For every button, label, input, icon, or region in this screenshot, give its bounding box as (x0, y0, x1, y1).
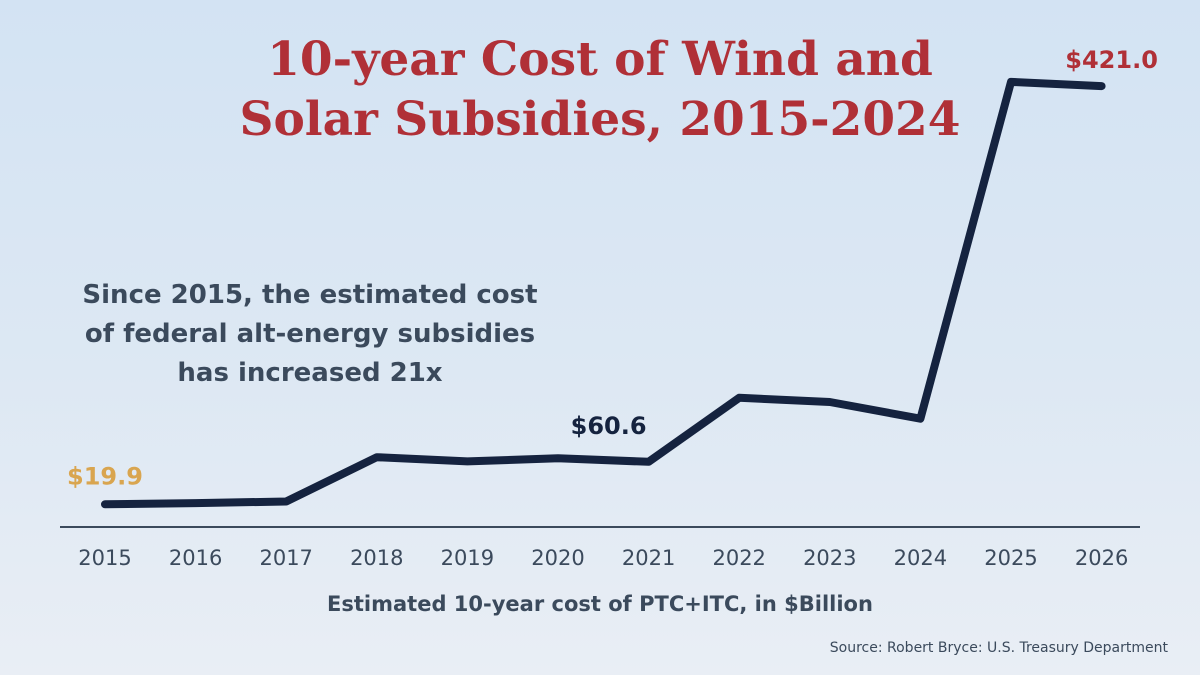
x-tick-label-2025: 2025 (984, 546, 1037, 570)
series-line (101, 77, 1106, 509)
x-tick-label-2019: 2019 (441, 546, 494, 570)
annotation-line-1: Since 2015, the estimated cost (82, 280, 538, 310)
x-tick-label-2023: 2023 (803, 546, 856, 570)
annotation-line-2: of federal alt-energy subsidies (84, 319, 536, 349)
x-tick-label-2022: 2022 (712, 546, 765, 570)
x-tick-label-2026: 2026 (1075, 546, 1128, 570)
chart-annotation: Since 2015, the estimated cost of federa… (60, 276, 560, 393)
chart-title-line-1: 10-year Cost of Wind and (267, 32, 933, 87)
series-layer (101, 77, 1106, 509)
x-tick-label-2018: 2018 (350, 546, 403, 570)
x-tick-label-2015: 2015 (78, 546, 131, 570)
x-tick-label-2017: 2017 (259, 546, 312, 570)
source-note: Source: Robert Bryce: U.S. Treasury Depa… (829, 640, 1168, 656)
x-tick-label-2021: 2021 (622, 546, 675, 570)
data-labels: $19.9 $60.6 $421.0 (67, 46, 1158, 490)
x-tick-label-2020: 2020 (531, 546, 584, 570)
x-axis-label: Estimated 10-year cost of PTC+ITC, in $B… (327, 592, 873, 616)
annotation-line-3: has increased 21x (177, 358, 443, 388)
data-label-2015: $19.9 (67, 462, 143, 490)
data-label-2021: $60.6 (571, 412, 647, 440)
chart-title-line-2: Solar Subsidies, 2015-2024 (239, 92, 961, 147)
x-tick-label-2024: 2024 (894, 546, 947, 570)
x-tick-labels: 2015 2016 2017 2018 2019 2020 2021 2022 2023 2024… (78, 546, 1128, 570)
data-label-2026: $421.0 (1065, 46, 1158, 74)
chart-title: 10-year Cost of Wind and Solar Subsidies… (0, 30, 1200, 150)
x-tick-label-2016: 2016 (169, 546, 222, 570)
